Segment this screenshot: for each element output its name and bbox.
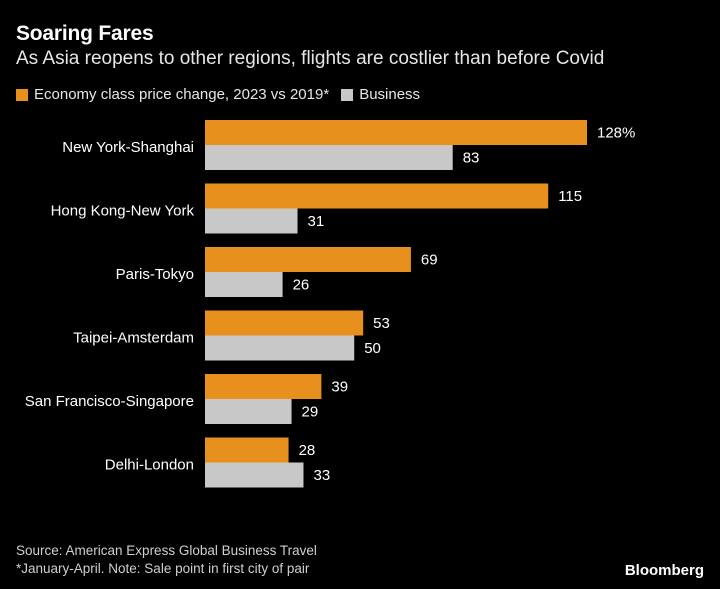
category-label: Taipei-Amsterdam bbox=[73, 329, 194, 346]
bar-business bbox=[205, 145, 453, 170]
legend-item-business: Business bbox=[341, 86, 420, 103]
bar-economy bbox=[205, 374, 322, 399]
bloomberg-logo: Bloomberg bbox=[624, 562, 704, 579]
bar-economy bbox=[205, 310, 364, 336]
legend-label-economy: Economy class price change, 2023 vs 2019… bbox=[34, 86, 330, 103]
legend-item-economy: Economy class price change, 2023 vs 2019… bbox=[16, 86, 329, 103]
category-label: Paris-Tokyo bbox=[116, 266, 194, 283]
footnote: *January-April. Note: Sale point in firs… bbox=[16, 561, 310, 576]
legend-label-business: Business bbox=[359, 86, 421, 103]
legend-swatch-business bbox=[341, 88, 354, 101]
data-label-economy: 128% bbox=[597, 124, 635, 141]
category-label: New York-Shanghai bbox=[62, 139, 194, 156]
bar-business bbox=[205, 208, 298, 234]
data-label-business: 31 bbox=[308, 213, 325, 230]
data-label-economy: 115 bbox=[558, 188, 582, 205]
data-label-economy: 53 bbox=[373, 315, 390, 332]
bar-business bbox=[205, 272, 283, 297]
data-label-business: 26 bbox=[293, 276, 310, 293]
bar-business bbox=[205, 399, 292, 424]
legend-swatch-economy bbox=[16, 88, 28, 101]
data-label-business: 83 bbox=[463, 149, 480, 166]
bar-economy bbox=[205, 247, 411, 272]
data-label-business: 33 bbox=[313, 467, 330, 484]
data-label-business: 29 bbox=[302, 403, 319, 420]
data-label-economy: 69 bbox=[421, 251, 438, 268]
bar-economy bbox=[205, 183, 549, 209]
bar-business bbox=[205, 335, 355, 361]
chart-title: Soaring Fares bbox=[16, 22, 154, 45]
source-note: Source: American Express Global Business… bbox=[16, 543, 317, 558]
bar-economy bbox=[205, 120, 587, 145]
footer: Source: American Express Global Business… bbox=[16, 542, 317, 578]
bar-business bbox=[205, 462, 304, 488]
legend: Economy class price change, 2023 vs 2019… bbox=[16, 86, 432, 103]
category-label: Hong Kong-New York bbox=[51, 202, 195, 219]
bar-economy bbox=[205, 437, 289, 463]
data-label-economy: 39 bbox=[331, 378, 348, 395]
chart-subtitle: As Asia reopens to other regions, flight… bbox=[16, 48, 605, 69]
category-label: Delhi-London bbox=[105, 456, 194, 473]
data-label-business: 50 bbox=[364, 340, 381, 357]
data-label-economy: 28 bbox=[299, 442, 316, 459]
category-label: San Francisco-Singapore bbox=[25, 393, 194, 410]
